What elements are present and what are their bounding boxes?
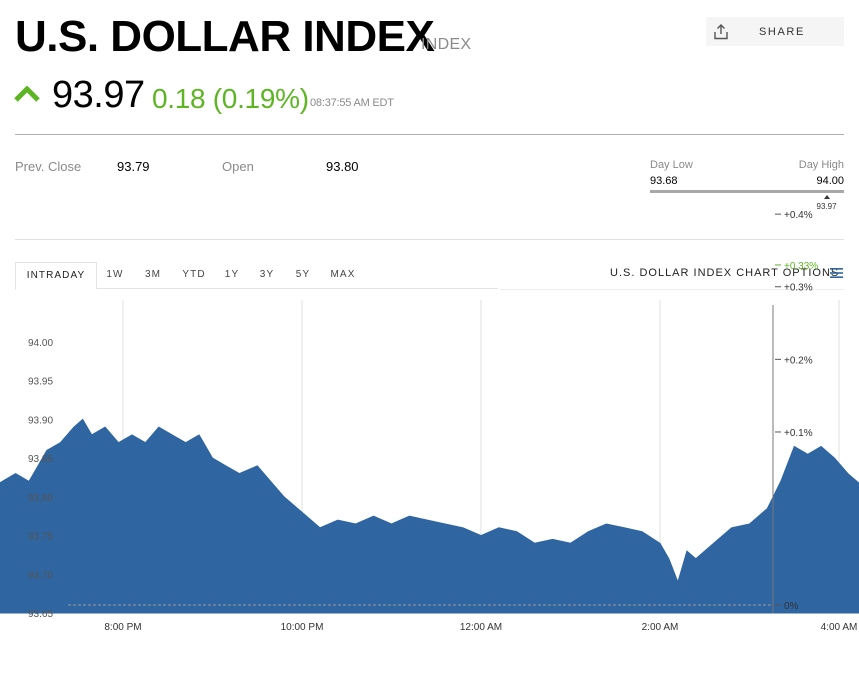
- tab-5y[interactable]: 5Y: [295, 269, 311, 280]
- pct-tick-label: 0%: [784, 601, 799, 612]
- stats-divider: [15, 239, 844, 240]
- up-arrow-icon: [14, 86, 40, 102]
- day-low-value: 93.68: [650, 175, 678, 187]
- open-label: Open: [222, 159, 254, 174]
- share-icon: [714, 23, 728, 39]
- y-tick-label: 93.65: [28, 609, 53, 620]
- tab-1w[interactable]: 1W: [106, 269, 124, 280]
- pct-tick-label: +0.2%: [784, 355, 813, 366]
- pct-tick-label: +0.3%: [784, 283, 813, 294]
- day-range-marker-icon: [823, 195, 830, 199]
- quote-timestamp: 08:37:55 AM EDT: [310, 97, 394, 109]
- tab-intraday[interactable]: INTRADAY: [15, 262, 97, 290]
- page-title: U.S. DOLLAR INDEX: [15, 12, 435, 61]
- tabs-divider: [500, 289, 844, 290]
- prev-close-value: 93.79: [117, 159, 150, 174]
- open-value: 93.80: [326, 159, 359, 174]
- y-tick-label: 93.95: [28, 377, 53, 388]
- x-tick-label: 8:00 PM: [104, 622, 141, 633]
- tab-3y[interactable]: 3Y: [259, 269, 275, 280]
- x-tick-label: 2:00 AM: [642, 622, 679, 633]
- pct-tick-label: +0.4%: [784, 210, 813, 221]
- y-tick-label: 93.75: [28, 532, 53, 543]
- tab-max[interactable]: MAX: [330, 269, 356, 280]
- x-tick-label: 10:00 PM: [281, 622, 324, 633]
- day-high-label: Day High: [798, 159, 844, 171]
- header-divider: [15, 134, 844, 135]
- day-low-label: Day Low: [650, 159, 693, 171]
- share-button[interactable]: SHARE: [706, 17, 844, 46]
- y-tick-label: 93.70: [28, 570, 53, 581]
- last-price: 93.97: [52, 74, 145, 116]
- prev-close-label: Prev. Close: [15, 159, 82, 174]
- y-tick-label: 93.90: [28, 415, 53, 426]
- price-area: [0, 418, 859, 614]
- day-range-bar: [650, 190, 844, 193]
- y-tick-label: 93.80: [28, 493, 53, 504]
- price-change: 0.18 (0.19%): [152, 83, 309, 114]
- day-high-value: 94.00: [816, 175, 844, 187]
- chart-options-link[interactable]: U.S. DOLLAR INDEX CHART OPTIONS: [610, 267, 840, 279]
- menu-icon[interactable]: [830, 268, 843, 278]
- tab-ytd[interactable]: YTD: [182, 269, 206, 280]
- timeframe-tabs: INTRADAY 1W 3M YTD 1Y 3Y 5Y MAX: [15, 262, 498, 290]
- current-pct-label: +0.33%: [784, 261, 818, 272]
- instrument-type-label: INDEX: [421, 36, 472, 53]
- share-label: SHARE: [759, 25, 805, 38]
- x-tick-label: 12:00 AM: [460, 622, 502, 633]
- tab-1y[interactable]: 1Y: [224, 269, 240, 280]
- day-range-current-value: 93.97: [816, 202, 837, 211]
- tab-3m[interactable]: 3M: [144, 269, 162, 280]
- y-tick-label: 93.85: [28, 454, 53, 465]
- pct-tick-label: +0.1%: [784, 428, 813, 439]
- y-tick-label: 94.00: [28, 338, 53, 349]
- x-tick-label: 4:00 AM: [821, 622, 858, 633]
